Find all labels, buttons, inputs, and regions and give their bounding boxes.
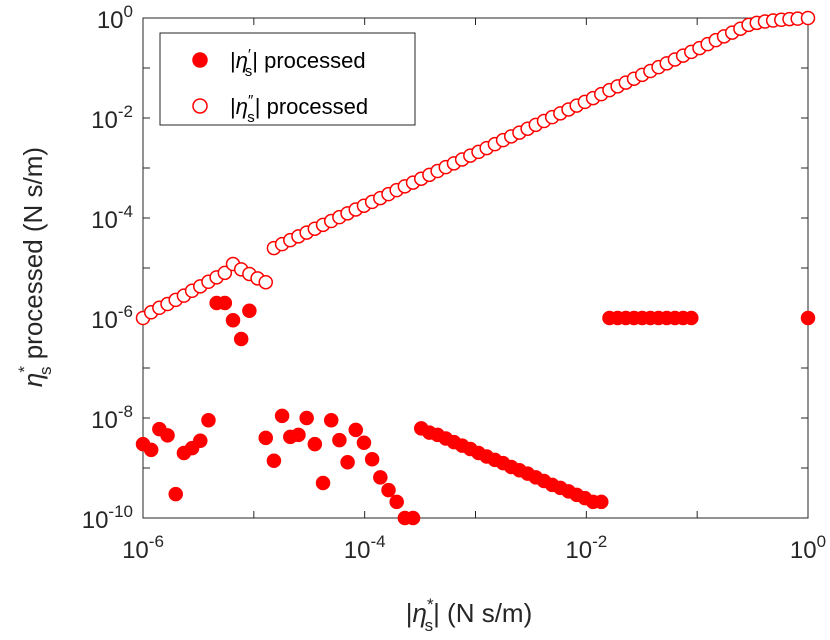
y-axis-label: η* s processed (N s/m) xyxy=(15,147,55,387)
y-tick-label: 10-4 xyxy=(91,202,133,234)
x-tick-label: 10-4 xyxy=(344,532,386,564)
data-point-storage xyxy=(193,433,208,449)
y-label-eta: η xyxy=(18,373,48,387)
data-point-storage xyxy=(315,475,331,491)
data-point-storage xyxy=(160,428,175,443)
series-storage xyxy=(135,295,816,526)
data-point-storage xyxy=(594,494,609,510)
data-point-storage xyxy=(168,486,183,502)
x-label-eta: η xyxy=(413,598,427,628)
y-tick-label: 10-8 xyxy=(91,402,133,434)
data-point-storage xyxy=(381,482,396,498)
data-point-storage xyxy=(340,455,355,470)
y-label-sub: s xyxy=(36,367,55,376)
y-tick-label: 10-6 xyxy=(91,302,133,334)
data-point-storage xyxy=(348,422,364,438)
data-point-storage xyxy=(266,453,282,468)
data-point-storage xyxy=(307,436,323,452)
x-axis-label: |η* s| (N s/m) xyxy=(406,595,533,635)
y-tick-label: 10-2 xyxy=(91,102,133,134)
y-tick-label: 100 xyxy=(97,2,133,34)
tick-labels: 10-6 10-4 10-2 100 10-10 10-8 10-6 10-4 10-2 100 xyxy=(82,2,826,564)
data-point-storage xyxy=(258,430,273,446)
legend-marker-open xyxy=(192,98,208,114)
data-point-storage xyxy=(389,494,404,510)
data-point-storage xyxy=(800,310,816,326)
data-point-storage xyxy=(364,451,380,467)
data-point-storage xyxy=(684,310,699,326)
data-point-storage xyxy=(356,435,372,450)
series-loss xyxy=(135,10,816,326)
data-point-storage xyxy=(233,331,249,347)
data-point-storage xyxy=(373,470,388,485)
x-label-sup: * xyxy=(427,595,434,614)
data-point-loss xyxy=(217,265,233,281)
legend-box xyxy=(159,32,416,126)
data-point-storage xyxy=(405,510,421,526)
data-markers xyxy=(135,10,816,526)
x-label-sub: s xyxy=(425,616,434,635)
data-point-storage xyxy=(299,410,314,426)
data-point-storage xyxy=(274,408,290,424)
data-point-storage xyxy=(332,432,347,448)
legend: |η′ s| processed |η″ s| processed xyxy=(159,32,416,126)
data-point-storage xyxy=(323,413,339,428)
x-tick-label: 10-2 xyxy=(565,532,607,564)
data-point-storage xyxy=(143,442,159,458)
data-point-storage xyxy=(217,295,233,311)
data-point-storage xyxy=(201,413,216,428)
x-label-pre: | xyxy=(406,598,413,628)
y-label-sup: * xyxy=(15,366,34,373)
x-label-post: | (N s/m) xyxy=(433,598,532,628)
legend-marker-filled xyxy=(192,52,208,68)
y-tick-label: 10-10 xyxy=(82,502,133,534)
x-tick-label: 10-6 xyxy=(122,532,164,564)
legend-label-storage: |η′ s| processed xyxy=(230,46,366,80)
data-point-storage xyxy=(291,427,306,443)
data-point-loss xyxy=(800,10,816,26)
data-point-loss xyxy=(258,274,273,290)
axis-ticks xyxy=(142,17,809,519)
legend-label-loss: |η″ s| processed xyxy=(230,92,368,126)
y-label-post: processed (N s/m) xyxy=(18,147,48,367)
data-point-storage xyxy=(225,313,241,328)
data-point-storage xyxy=(242,303,257,318)
x-tick-label: 100 xyxy=(790,532,826,564)
